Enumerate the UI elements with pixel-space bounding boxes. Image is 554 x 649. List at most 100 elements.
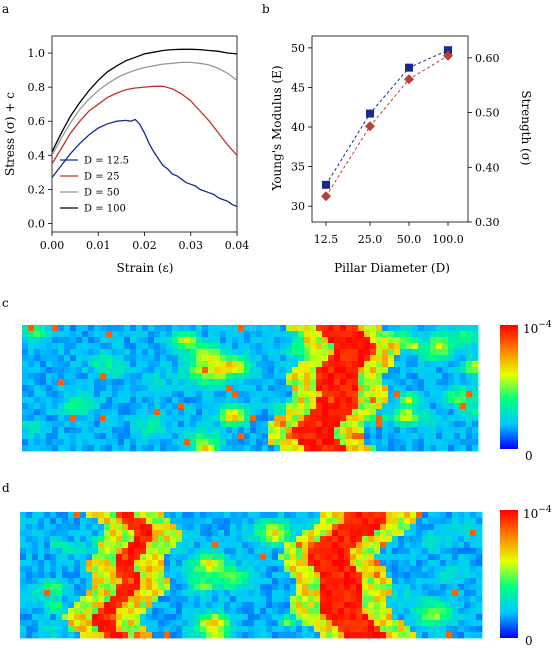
heatmap-cell xyxy=(92,620,99,627)
heatmap-cell xyxy=(56,566,63,573)
panel-b-series-line-1 xyxy=(325,55,449,197)
heatmap-cell xyxy=(164,596,171,603)
heatmap-cell xyxy=(152,518,159,525)
heatmap-cell xyxy=(442,337,449,344)
heatmap-cell xyxy=(44,596,51,603)
heatmap-cell xyxy=(280,403,287,410)
heatmap-cell xyxy=(326,518,333,525)
heatmap-cell xyxy=(314,518,321,525)
heatmap-cell xyxy=(172,409,179,416)
heatmap-cell xyxy=(298,445,305,452)
heatmap-cell xyxy=(386,536,393,543)
heatmap-cell xyxy=(88,379,95,386)
heatmap-cell xyxy=(268,409,275,416)
heatmap-cell xyxy=(74,602,81,609)
heatmap-cell xyxy=(254,590,261,597)
heatmap-cell xyxy=(394,379,401,386)
heatmap-cell xyxy=(314,626,321,633)
heatmap-cell xyxy=(256,409,263,416)
heatmap-cell xyxy=(118,403,125,410)
heatmap-cell xyxy=(394,415,401,422)
heatmap-cell xyxy=(28,337,35,344)
heatmap-cell xyxy=(334,415,341,422)
heatmap-cell xyxy=(134,554,141,561)
heatmap-cell xyxy=(380,614,387,621)
heatmap-cell xyxy=(148,325,155,332)
heatmap-cell xyxy=(310,403,317,410)
heatmap-cell xyxy=(212,590,219,597)
heatmap-cell xyxy=(346,379,353,386)
heatmap-cell xyxy=(32,596,39,603)
heatmap-cell xyxy=(248,608,255,615)
heatmap-cell xyxy=(310,361,317,368)
heatmap-cell xyxy=(274,445,281,452)
heatmap-cell xyxy=(292,367,299,374)
heatmap-cell xyxy=(110,542,117,549)
heatmap-cell xyxy=(476,560,483,567)
heatmap-cell xyxy=(130,427,137,434)
heatmap-cell xyxy=(178,379,185,386)
heatmap-cell xyxy=(34,379,41,386)
heatmap-cell xyxy=(76,427,83,434)
heatmap-cell xyxy=(316,331,323,338)
heatmap-cell xyxy=(88,373,95,380)
heatmap-cell xyxy=(94,325,101,332)
heatmap-cell xyxy=(86,590,93,597)
heatmap-cell xyxy=(296,560,303,567)
heatmap-cell xyxy=(370,331,377,338)
heatmap-cell xyxy=(476,542,483,549)
heatmap-cell xyxy=(40,439,47,446)
heatmap-cell xyxy=(196,445,203,452)
heatmap-cell xyxy=(20,578,27,585)
heatmap-cell xyxy=(310,421,317,428)
heatmap-cell xyxy=(454,385,461,392)
heatmap-cell xyxy=(376,445,383,452)
heatmap-cell xyxy=(284,518,291,525)
heatmap-cell xyxy=(20,530,27,537)
heatmap-cell xyxy=(434,524,441,531)
heatmap-cell xyxy=(470,518,477,525)
heatmap-cell xyxy=(260,620,267,627)
heatmap-cell xyxy=(448,385,455,392)
heatmap-cell xyxy=(308,578,315,585)
heatmap-cell xyxy=(218,620,225,627)
heatmap-cell xyxy=(386,596,393,603)
panel-a-legend-label-0: D = 12.5 xyxy=(84,156,129,167)
heatmap-cell xyxy=(200,548,207,555)
heatmap-cell xyxy=(70,379,77,386)
heatmap-cell xyxy=(292,403,299,410)
heatmap-cell xyxy=(368,548,375,555)
heatmap-cell xyxy=(164,518,171,525)
heatmap-cell xyxy=(380,512,387,519)
heatmap-cell xyxy=(80,572,87,579)
heatmap-cell xyxy=(436,439,443,446)
heatmap-cell xyxy=(166,427,173,434)
heatmap-cell xyxy=(250,361,257,368)
heatmap-cell xyxy=(422,548,429,555)
heatmap-cell xyxy=(422,542,429,549)
heatmap-cell xyxy=(236,590,243,597)
heatmap-cell xyxy=(452,542,459,549)
heatmap-cell xyxy=(250,379,257,386)
heatmap-cell xyxy=(356,602,363,609)
heatmap-cell xyxy=(62,596,69,603)
heatmap-cell xyxy=(410,560,417,567)
heatmap-cell xyxy=(226,433,233,440)
heatmap-cell xyxy=(268,391,275,398)
heatmap-cell xyxy=(236,512,243,519)
heatmap-cell xyxy=(442,361,449,368)
heatmap-cell xyxy=(226,349,233,356)
heatmap-cell xyxy=(178,439,185,446)
heatmap-cell xyxy=(32,530,39,537)
heatmap-cell xyxy=(218,530,225,537)
heatmap-cell xyxy=(182,554,189,561)
heatmap-cell xyxy=(122,590,129,597)
heatmap-cell xyxy=(446,512,453,519)
heatmap-cell xyxy=(254,548,261,555)
heatmap-cell xyxy=(440,536,447,543)
heatmap-cell xyxy=(104,626,111,633)
heatmap-cell xyxy=(352,415,359,422)
heatmap-cell xyxy=(418,355,425,362)
heatmap-cell xyxy=(152,602,159,609)
heatmap-cell xyxy=(166,433,173,440)
